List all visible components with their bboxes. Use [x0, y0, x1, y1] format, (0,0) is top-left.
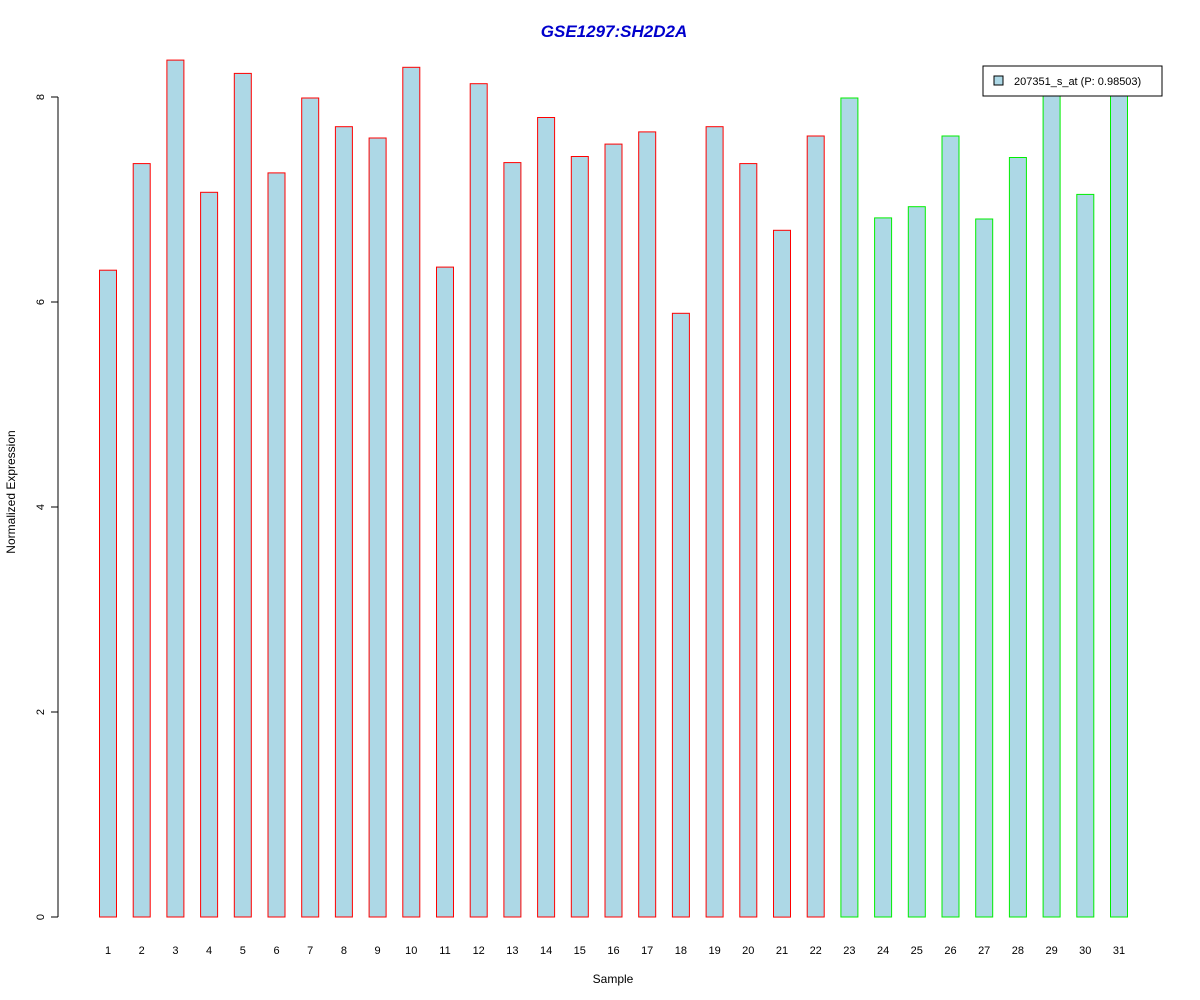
bar-sample-22 [806, 135, 825, 918]
x-tick-label: 10 [405, 945, 417, 957]
x-tick-label: 14 [540, 945, 552, 957]
x-tick-label: 11 [439, 945, 450, 957]
bar-sample-9 [368, 137, 387, 918]
x-tick-label: 7 [307, 945, 313, 957]
x-tick-label: 25 [911, 945, 923, 957]
y-tick-label: 6 [35, 299, 47, 305]
x-axis-tick-labels: 1 2 3 4 5 6 7 8 9 10 11 12 13 14 15 16 17 18 19 20 21 22 23 24 2… [105, 945, 1125, 957]
x-tick-label: 23 [843, 945, 855, 957]
bar-sample-28 [1008, 157, 1027, 918]
x-tick-label: 16 [607, 945, 619, 957]
bar-sample-26 [941, 135, 960, 918]
bar-sample-6 [267, 172, 286, 918]
x-tick-label: 30 [1079, 945, 1091, 957]
bar-sample-27 [975, 218, 994, 918]
x-tick-label: 9 [375, 945, 381, 957]
x-tick-label: 8 [341, 945, 347, 957]
bar-sample-18 [671, 312, 690, 918]
bar-sample-30 [1076, 193, 1095, 918]
bar-sample-25 [907, 206, 926, 918]
bar-sample-8 [334, 126, 353, 918]
x-tick-label: 2 [139, 945, 145, 957]
x-tick-label: 31 [1113, 945, 1125, 957]
bars-group [99, 59, 1128, 918]
bar-sample-31 [1110, 91, 1128, 918]
bar-sample-23 [840, 97, 859, 918]
bar-sample-15 [570, 156, 589, 918]
bar-sample-3 [166, 59, 185, 918]
legend: 207351_s_at (P: 0.98503) [982, 65, 1163, 97]
x-axis-label: Sample [593, 972, 634, 986]
x-tick-label: 29 [1045, 945, 1057, 957]
legend-swatch [993, 75, 1004, 86]
bar-sample-24 [874, 217, 893, 918]
x-tick-label: 5 [240, 945, 246, 957]
bar-sample-13 [503, 162, 522, 918]
x-tick-label: 13 [506, 945, 518, 957]
x-tick-label: 12 [473, 945, 485, 957]
legend-entry-label: 207351_s_at (P: 0.98503) [1014, 76, 1141, 88]
x-tick-label: 22 [810, 945, 822, 957]
x-tick-label: 28 [1012, 945, 1024, 957]
x-tick-label: 15 [574, 945, 586, 957]
bar-sample-20 [739, 163, 758, 918]
x-tick-label: 17 [641, 945, 653, 957]
y-axis-label: Normalized Expression [4, 430, 18, 553]
bar-sample-29 [1042, 90, 1061, 918]
x-tick-label: 21 [776, 945, 788, 957]
bar-sample-10 [402, 66, 421, 918]
bar-sample-16 [604, 143, 623, 918]
x-tick-label: 27 [978, 945, 990, 957]
y-tick-label: 2 [35, 709, 47, 715]
bar-sample-7 [301, 97, 320, 918]
x-tick-label: 1 [105, 945, 111, 957]
x-tick-label: 26 [944, 945, 956, 957]
x-tick-label: 24 [877, 945, 889, 957]
bar-sample-2 [132, 163, 151, 918]
y-tick-label: 0 [35, 914, 47, 920]
y-axis-ticks: 0 2 4 6 8 [35, 94, 58, 920]
y-tick-label: 8 [35, 94, 47, 100]
y-tick-label: 4 [35, 504, 47, 510]
bar-sample-1 [99, 269, 117, 918]
bar-sample-19 [705, 126, 724, 918]
legend-box [982, 65, 1163, 97]
x-tick-label: 19 [708, 945, 720, 957]
bar-sample-11 [436, 266, 454, 918]
bar-sample-5 [233, 72, 252, 918]
bar-sample-4 [200, 191, 219, 918]
x-tick-label: 3 [172, 945, 178, 957]
bar-sample-12 [469, 83, 488, 918]
x-tick-label: 6 [273, 945, 279, 957]
x-tick-label: 18 [675, 945, 687, 957]
chart-title: GSE1297:SH2D2A [541, 22, 687, 41]
x-tick-label: 20 [742, 945, 754, 957]
bar-sample-21 [773, 229, 791, 918]
bar-sample-14 [537, 117, 556, 918]
x-tick-label: 4 [206, 945, 212, 957]
bar-sample-17 [638, 131, 657, 918]
